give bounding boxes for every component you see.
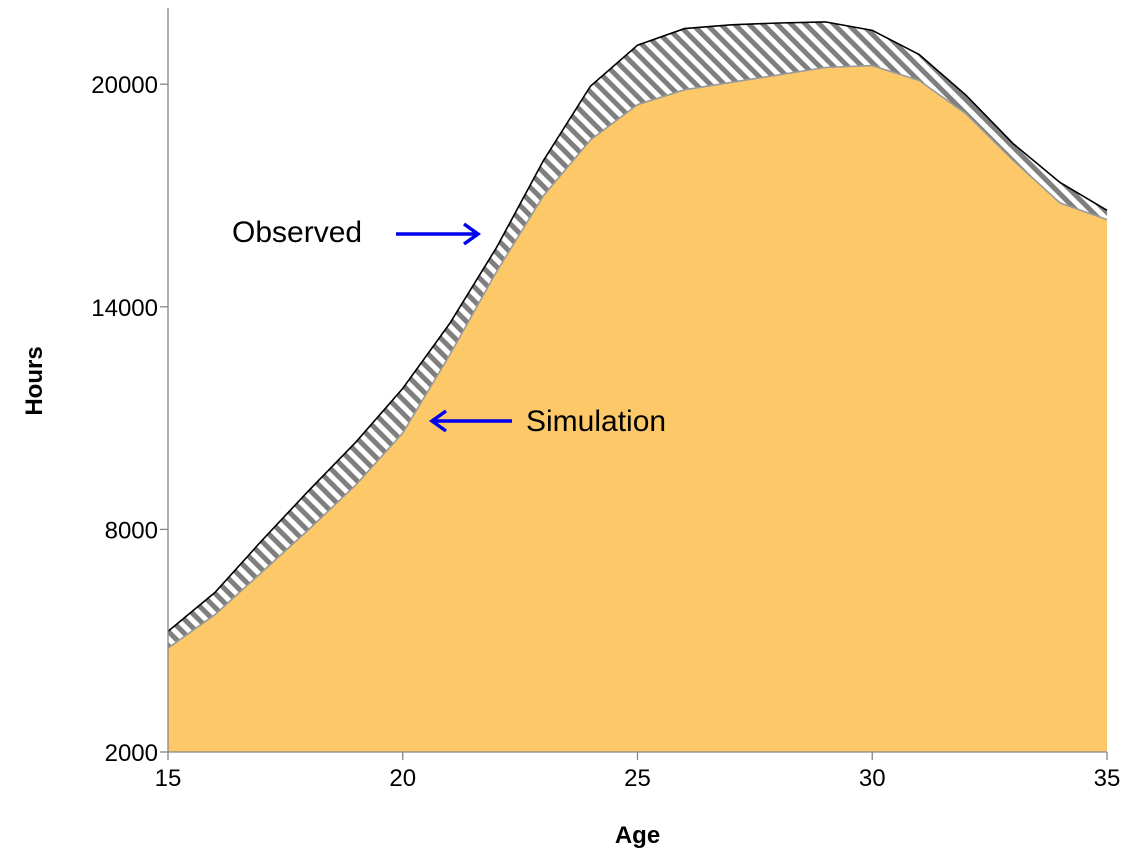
x-tick-label: 25 [624,765,651,792]
y-tick-label: 14000 [91,295,158,322]
x-tick-label: 30 [859,765,886,792]
annotation-observed-arrow-head [462,222,482,246]
annotation-observed-arrow [396,222,482,246]
annotation-observed-label: Observed [232,216,362,249]
series-line-observed [167,21,1108,633]
x-tick-label: 20 [389,765,416,792]
y-tick-label: 8000 [105,517,158,544]
annotation-simulation-arrow [428,409,512,433]
series-line-simulation [167,64,1108,649]
y-axis-title: Hours [21,346,48,415]
annotation-simulation-arrow-head [428,409,448,433]
y-tick-label: 20000 [91,72,158,99]
axes: 2000 8000 14000 20000 15 20 25 30 35 Age Hours [21,8,1120,849]
x-tick-label: 35 [1094,765,1121,792]
x-axis-title: Age [615,822,660,849]
plot-area [167,21,1108,753]
series-area-simulation [168,65,1107,753]
annotations: Observed Simulation [232,216,666,438]
y-tick-label: 2000 [105,740,158,767]
x-tick-label: 15 [155,765,182,792]
annotation-simulation-label: Simulation [526,405,666,438]
